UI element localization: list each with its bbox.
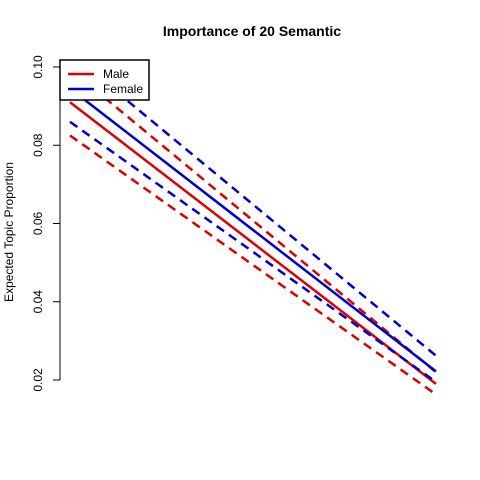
legend-label-female: Female: [103, 82, 143, 96]
y-axis-label: Expected Topic Proportion: [2, 162, 16, 302]
plot-area: [69, 60, 437, 395]
y-tick-label: 0.02: [31, 368, 45, 392]
legend: Male Female: [59, 59, 150, 101]
female-ci-lower-line: [69, 120, 437, 383]
y-axis-ticks: 0.02 0.04 0.06 0.08 0.10: [31, 55, 60, 392]
legend-label-male: Male: [103, 67, 129, 81]
y-tick-label: 0.10: [31, 55, 45, 79]
y-tick-label: 0.08: [31, 133, 45, 157]
legend-box: [59, 59, 150, 101]
y-tick-label: 0.04: [31, 290, 45, 314]
male-estimate-line: [69, 101, 437, 385]
female-ci-upper-line: [76, 60, 437, 357]
male-ci-upper-line: [69, 67, 437, 374]
female-estimate-line: [69, 87, 437, 373]
male-ci-lower-line: [69, 134, 437, 395]
chart-title: Importance of 20 Semantic: [163, 23, 341, 39]
y-tick-label: 0.06: [31, 211, 45, 235]
